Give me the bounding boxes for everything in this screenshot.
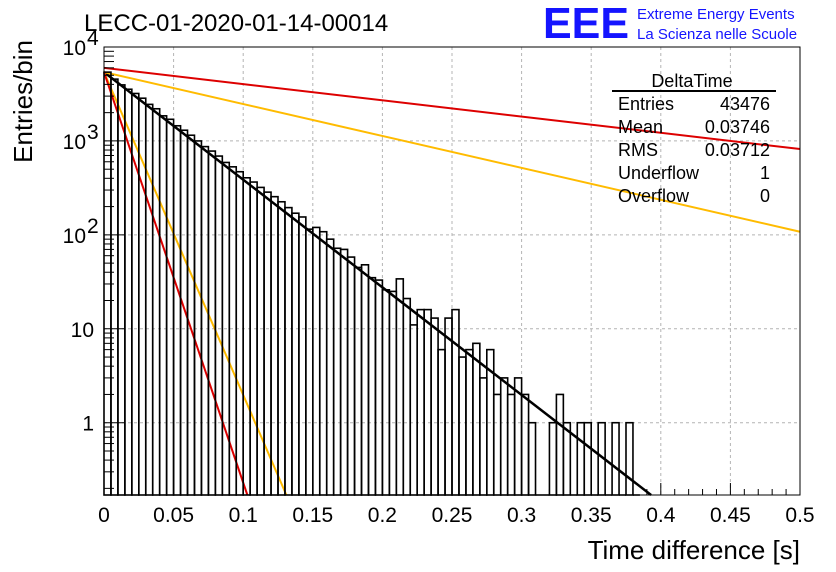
stats-overflow-label: Overflow xyxy=(618,186,690,206)
x-axis-title: Time difference [s] xyxy=(588,535,800,565)
eee-tagline-2: La Scienza nelle Scuole xyxy=(637,26,797,43)
y-tick-exponent: 2 xyxy=(87,215,99,238)
stats-box: DeltaTime Entries 43476 Mean 0.03746 RMS… xyxy=(612,71,776,206)
y-tick-exponent: 4 xyxy=(87,27,99,50)
run-title: LECC-01-2020-01-14-00014 xyxy=(84,10,388,37)
stats-underflow-value: 1 xyxy=(760,163,770,183)
x-axis: 0 0.05 0.1 0.15 0.2 0.25 0.3 0.35 0.4 0.45 0.5 xyxy=(98,483,815,527)
y-axis-title: Entries/bin xyxy=(8,40,38,163)
stats-mean-value: 0.03746 xyxy=(705,117,770,137)
curve-line-1 xyxy=(103,66,801,151)
x-tick-label: 0.2 xyxy=(368,504,397,527)
y-tick-label: 10 xyxy=(63,225,86,248)
stats-rms-label: RMS xyxy=(618,140,658,160)
x-tick-label: 0.4 xyxy=(646,504,676,527)
stats-overflow-value: 0 xyxy=(760,186,770,206)
x-tick-label: 0.15 xyxy=(292,504,333,527)
x-tick-label: 0.45 xyxy=(710,504,751,527)
y-tick-label: 10 xyxy=(63,131,86,154)
stats-entries-label: Entries xyxy=(618,94,674,114)
x-tick-label: 0.05 xyxy=(153,504,194,527)
y-tick-label: 10 xyxy=(63,37,86,60)
stats-title: DeltaTime xyxy=(651,71,732,91)
y-tick-label: 1 xyxy=(82,413,94,436)
stats-underflow-label: Underflow xyxy=(618,163,700,183)
x-tick-label: 0 xyxy=(98,504,110,527)
x-tick-label: 0.1 xyxy=(229,504,258,527)
eee-tagline-1: Extreme Energy Events xyxy=(637,6,795,23)
y-tick-label: 10 xyxy=(71,319,94,342)
curve-line-4 xyxy=(103,71,249,496)
curve-line-2 xyxy=(103,71,801,233)
stats-rms-value: 0.03712 xyxy=(705,140,770,160)
stats-entries-value: 43476 xyxy=(720,94,770,114)
x-tick-label: 0.25 xyxy=(432,504,473,527)
eee-logo-text: EEE xyxy=(543,0,629,48)
x-tick-label: 0.35 xyxy=(571,504,612,527)
x-tick-label: 0.3 xyxy=(507,504,536,527)
x-tick-label: 0.5 xyxy=(785,504,814,527)
y-tick-exponent: 3 xyxy=(87,121,99,144)
eee-logo: EEE Extreme Energy Events La Scienza nel… xyxy=(543,0,797,48)
stats-mean-label: Mean xyxy=(618,117,663,137)
